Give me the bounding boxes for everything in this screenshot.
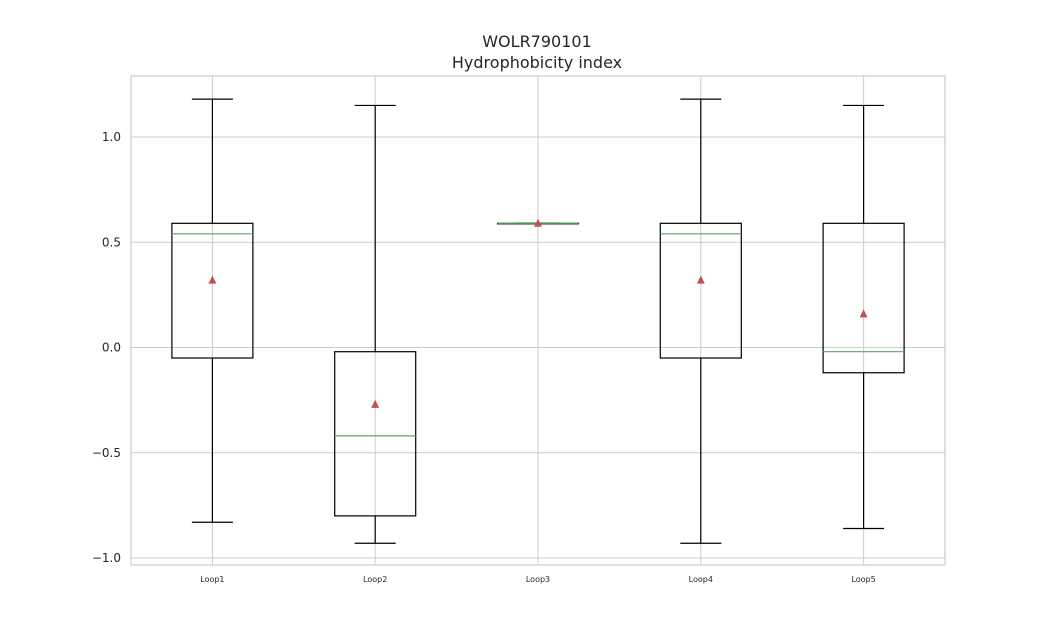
y-tick-label: −0.5 [92,446,121,460]
boxes-group [171,98,905,544]
plot-frame [130,75,946,566]
chart-subtitle: Hydrophobicity index [452,53,622,72]
mean-marker [696,275,705,284]
x-axis-ticks: Loop1 Loop2 Loop3 Loop4 Loop5 [200,575,875,584]
iqr-box [822,222,905,374]
x-tick-label: Loop2 [363,575,387,584]
mean-marker [371,399,380,408]
box-loop5 [822,104,905,530]
y-tick-label: −1.0 [92,551,121,565]
box-loop1 [171,98,254,523]
chart-title: WOLR790101 [482,32,592,51]
box-loop4 [659,98,742,544]
mean-marker [859,309,868,318]
x-tick-label: Loop3 [526,575,550,584]
mean-marker [534,218,542,227]
mean-marker [208,275,217,284]
iqr-box [171,222,254,359]
box-loop3 [496,218,580,227]
y-tick-label: 0.0 [102,341,121,355]
y-axis-ticks: −1.0 −0.5 0.0 0.5 1.0 [92,130,121,565]
x-tick-label: Loop5 [851,575,875,584]
box-loop2 [334,104,417,544]
iqr-box [659,222,742,359]
iqr-box [334,351,417,517]
y-tick-label: 1.0 [102,130,121,144]
y-tick-label: 0.5 [102,235,121,249]
x-tick-label: Loop1 [200,575,224,584]
x-tick-label: Loop4 [689,575,713,584]
